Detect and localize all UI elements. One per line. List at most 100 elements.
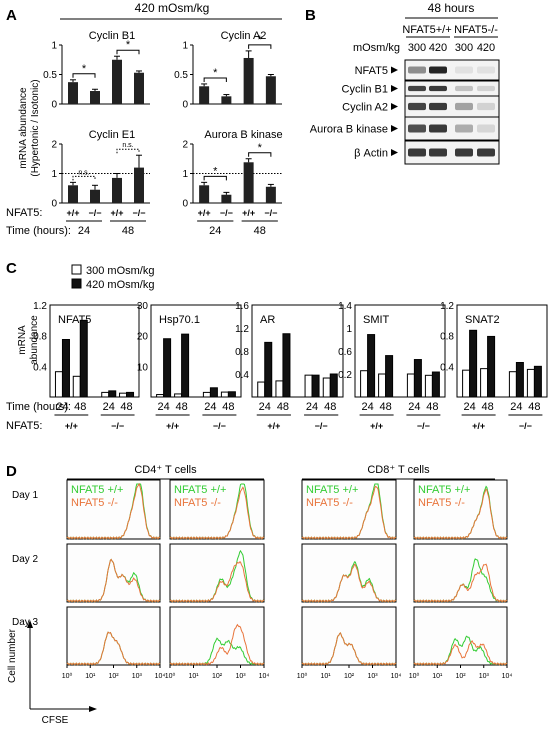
panel-b-band-nfat5 xyxy=(429,66,447,74)
panel-b-band-aurora-b-kinase xyxy=(408,124,426,133)
panel-c-time-ar: 48 xyxy=(277,401,289,413)
panel-c-frame-ar xyxy=(251,304,344,398)
panel-d-xtick-label: 10⁴ xyxy=(391,673,402,680)
panel-c-bar-420-nfat5 xyxy=(126,391,135,398)
panel-c-ytick-label-ar: 0.4 xyxy=(235,370,249,381)
panel-d-legend-wt: NFAT5 +/+ xyxy=(174,484,226,496)
panel-b-band--actin xyxy=(408,148,426,157)
panel-a-bar-cyclin-e1 xyxy=(90,189,100,203)
panel-c-time-smit: 48 xyxy=(379,401,391,413)
panel-c-genotype-ar: −/− xyxy=(315,421,328,431)
panel-c-bar-300-hsp70-1 xyxy=(156,394,165,398)
panel-c-genotype-smit: −/− xyxy=(417,421,430,431)
panel-d-curve-ko xyxy=(301,485,397,540)
panel-b-osm-value: 300 xyxy=(408,42,426,54)
panel-c-bar-300-nfat5 xyxy=(72,375,81,398)
panel-a-bar-aurora-b-kinase xyxy=(199,185,210,203)
panel-c-ytick-label-hsp70-1: 10 xyxy=(137,362,149,373)
panel-a-bar-cyclin-e1 xyxy=(134,167,144,203)
panel-d-xtick-label: 10¹ xyxy=(188,673,199,680)
panel-c-time-snat2: 24 xyxy=(463,401,475,413)
panel-c-bar-420-smit xyxy=(385,355,394,398)
panel-c-ytick-label-ar: 0.8 xyxy=(235,347,249,358)
panel-b-band--actin xyxy=(429,148,447,157)
panel-a-sig-bracket-cyclin-e1 xyxy=(116,148,140,154)
panel-d-curve-ko xyxy=(413,488,508,540)
panel-c-bar-420-nfat5 xyxy=(79,319,88,398)
panel-d-xtick-label: 10² xyxy=(455,673,466,680)
panel-c-frame-nfat5 xyxy=(49,304,140,398)
panel-a-header: 420 mOsm/kg xyxy=(135,1,210,15)
panel-a-ytick-label-cyclin-a2: 0.5 xyxy=(174,70,188,81)
panel-b-band-cyclin-a2 xyxy=(477,102,495,111)
panel-c-bar-420-nfat5 xyxy=(61,339,70,398)
panel-c-genotype-nfat5: +/+ xyxy=(65,421,78,431)
panel-d-curve-ko xyxy=(413,639,508,666)
panel-d-xtick-label: 10³ xyxy=(132,673,143,680)
panel-d-label: D xyxy=(6,463,17,480)
panel-d-curve-ko xyxy=(169,486,265,540)
panel-c-time-label: Time (hours): xyxy=(6,401,71,413)
panel-a-bar-aurora-b-kinase xyxy=(243,162,254,203)
panel-b-arrow-icon xyxy=(391,85,398,92)
panel-c-bar-420-snat2 xyxy=(515,362,524,398)
panel-d-legend-wt: NFAT5 +/+ xyxy=(71,484,123,496)
panel-b-arrow-icon xyxy=(391,66,398,74)
panel-c-time-smit: 24 xyxy=(361,401,373,413)
panel-c-legend-swatch-420 xyxy=(71,278,82,289)
panel-c-ytick-label-nfat5: 1.2 xyxy=(33,301,47,312)
panel-c-genotype-ar: +/+ xyxy=(267,421,280,431)
panel-a-ytick-label-cyclin-b1: 0 xyxy=(51,100,57,111)
panel-c-ytick-label-snat2: 1.2 xyxy=(440,301,454,312)
panel-c-time-hsp70-1: 24 xyxy=(157,401,169,413)
panel-d-x-arrowhead xyxy=(89,706,97,712)
panel-a-ylabel-1: mRNA abundance xyxy=(18,87,29,169)
panel-d-curve-ko xyxy=(169,561,265,603)
panel-c-genotype-hsp70-1: +/+ xyxy=(166,421,179,431)
panel-d-curve-ko xyxy=(66,631,161,666)
panel-b-band-aurora-b-kinase xyxy=(477,124,495,133)
panel-d-plot-frame xyxy=(169,606,265,666)
panel-c-ylabel-1: mRNA xyxy=(17,325,28,355)
panel-b-label: B xyxy=(305,7,316,24)
panel-a-time-cyclin-e1: 24 xyxy=(78,225,90,237)
panel-b-band-nfat5 xyxy=(455,66,473,74)
panel-a-ytick-label-aurora-b-kinase: 2 xyxy=(182,140,188,151)
panel-b-osm-value: 420 xyxy=(477,42,495,54)
panel-d-plot-frame xyxy=(301,479,397,540)
panel-a-sig-bracket-aurora-b-kinase xyxy=(203,175,227,181)
panel-c-time-snat2: 48 xyxy=(528,401,540,413)
panel-a-ytick-label-cyclin-b1: 1 xyxy=(51,41,57,52)
panel-c-bar-420-ar xyxy=(282,333,291,398)
panel-c-bar-300-nfat5 xyxy=(119,392,128,398)
panel-c-bar-300-ar xyxy=(257,381,266,398)
panel-a-sig-label-cyclin-b1: * xyxy=(82,63,87,75)
panel-c-bar-300-smit xyxy=(378,373,387,398)
panel-b-osm-value: 420 xyxy=(429,42,447,54)
panel-c-label: C xyxy=(6,260,17,277)
panel-b-blot-label-cyclin-a2: Cyclin A2 xyxy=(342,102,388,114)
panel-c-bar-300-snat2 xyxy=(508,371,517,398)
panel-c-genotype-smit: +/+ xyxy=(370,421,383,431)
panel-d-plot-frame xyxy=(301,606,397,666)
panel-d-xtick-label: 10⁴ xyxy=(155,673,166,680)
panel-d-group-header: CD8⁺ T cells xyxy=(367,464,430,476)
panel-b-blot-strip--actin xyxy=(404,140,500,165)
panel-c-time-nfat5: 48 xyxy=(120,401,132,413)
panel-c-genotype-label: NFAT5: xyxy=(6,420,42,432)
panel-c-time-nfat5: 24 xyxy=(56,401,68,413)
panel-c-title-smit: SMIT xyxy=(363,314,390,326)
panel-c-bar-300-ar xyxy=(304,374,313,398)
panel-d-xtick-label: 10⁰ xyxy=(297,672,308,680)
panel-c-legend-300: 300 mOsm/kg xyxy=(86,265,154,277)
panel-c-genotype-snat2: +/+ xyxy=(472,421,485,431)
panel-d-day-label: Day 3 xyxy=(12,617,39,628)
panel-d-plot-frame xyxy=(301,543,397,603)
panel-a-title-cyclin-e1: Cyclin E1 xyxy=(89,129,135,141)
panel-a-time-aurora-b-kinase: 48 xyxy=(254,225,266,237)
panel-c-bar-300-hsp70-1 xyxy=(220,391,229,398)
panel-a-bar-cyclin-b1 xyxy=(90,91,100,104)
panel-c-bar-420-snat2 xyxy=(469,329,478,398)
panel-c-time-hsp70-1: 48 xyxy=(222,401,234,413)
